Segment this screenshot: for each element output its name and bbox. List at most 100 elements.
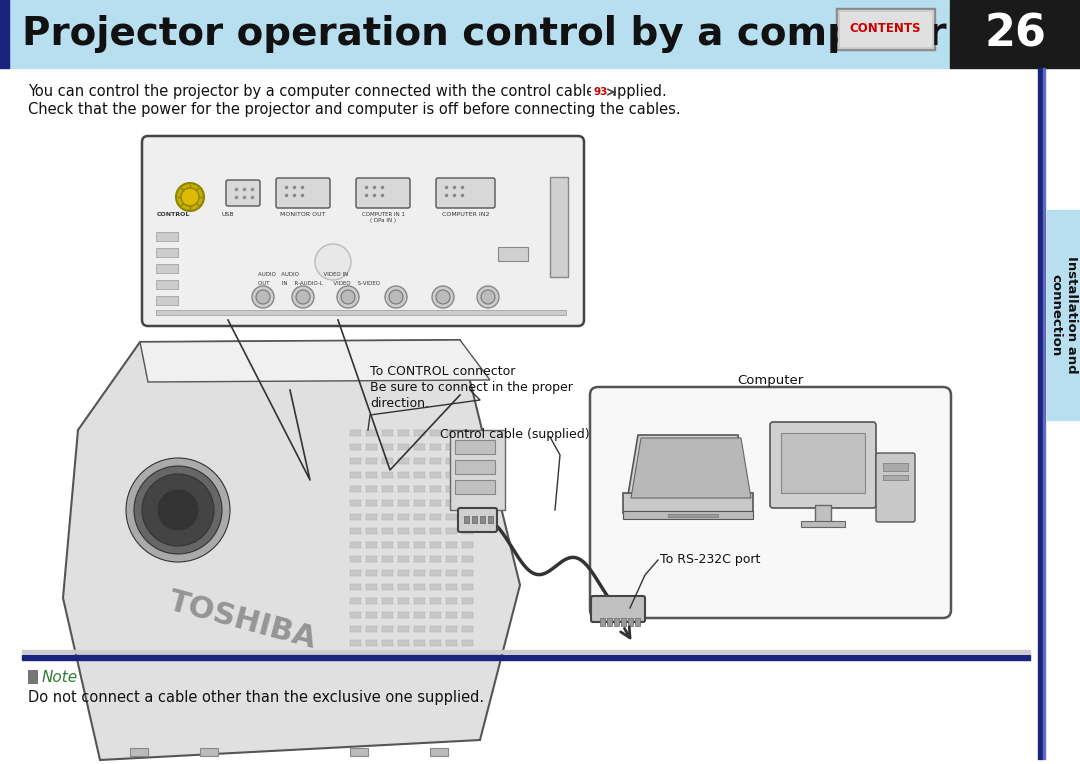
Bar [130,748,148,756]
Text: CONTROL: CONTROL [157,212,190,217]
FancyBboxPatch shape [276,178,330,208]
Bar [591,85,612,99]
Bar [366,500,377,506]
Bar [627,618,633,626]
Bar [446,584,457,590]
Bar [446,556,457,562]
Bar [635,618,640,626]
Bar [382,500,393,506]
Bar [156,264,178,273]
Bar [350,458,361,464]
Bar [430,584,441,590]
Bar [366,458,377,464]
Text: CONTENTS: CONTENTS [850,22,921,35]
Bar [430,472,441,478]
Text: Check that the power for the projector and computer is off before connecting the: Check that the power for the projector a… [28,102,680,117]
Circle shape [477,286,499,308]
Bar [382,584,393,590]
Bar [950,0,1080,68]
Circle shape [176,183,204,211]
Circle shape [389,290,403,304]
Bar [462,570,473,576]
Text: 26: 26 [984,12,1047,56]
FancyBboxPatch shape [590,387,951,618]
Bar [498,247,528,261]
Bar [156,310,566,315]
Bar [399,584,409,590]
Bar [430,556,441,562]
Circle shape [181,188,199,206]
Bar [462,528,473,534]
Bar [414,570,426,576]
Bar [455,460,495,474]
Bar [462,500,473,506]
Text: USB: USB [221,212,234,217]
Bar [366,584,377,590]
Bar [430,458,441,464]
Bar [399,500,409,506]
Bar [623,511,753,519]
Bar [350,528,361,534]
Bar [382,528,393,534]
Bar [414,430,426,436]
Bar [472,516,477,523]
Bar [1047,210,1080,420]
Bar [600,618,605,626]
Bar [801,521,845,527]
Bar [462,472,473,478]
Bar [414,472,426,478]
Bar [156,248,178,257]
Bar [446,598,457,604]
Circle shape [432,286,454,308]
Bar [446,500,457,506]
Bar [414,556,426,562]
Bar [382,598,393,604]
Bar [446,570,457,576]
Bar [350,500,361,506]
Bar [350,640,361,646]
Bar [446,640,457,646]
Bar [399,598,409,604]
Bar [414,514,426,520]
Bar [366,528,377,534]
Circle shape [315,244,351,280]
Bar [430,570,441,576]
Bar [430,612,441,618]
FancyBboxPatch shape [591,596,645,622]
Text: MONITOR OUT: MONITOR OUT [280,212,326,217]
Bar [366,640,377,646]
Polygon shape [627,435,748,495]
Bar [350,598,361,604]
Bar [446,458,457,464]
Bar [462,444,473,450]
Bar [382,472,393,478]
Bar [462,542,473,548]
Bar [430,500,441,506]
Bar [22,655,1030,660]
Bar [883,475,908,480]
Bar [399,514,409,520]
Bar [430,486,441,492]
Bar [399,458,409,464]
Bar [382,556,393,562]
Bar [350,626,361,632]
Text: direction.: direction. [370,397,429,410]
Bar [414,458,426,464]
Bar [455,480,495,494]
Bar [399,640,409,646]
Bar [446,514,457,520]
Bar [399,626,409,632]
Text: TOSHIBA: TOSHIBA [165,586,320,654]
Text: AUDIO   AUDIO              VIDEO IN: AUDIO AUDIO VIDEO IN [258,272,348,277]
Bar [836,8,935,50]
Text: COMPUTER IN2: COMPUTER IN2 [442,212,489,217]
Bar [414,598,426,604]
Bar [200,748,218,756]
Bar [430,514,441,520]
Bar [366,542,377,548]
Bar [382,458,393,464]
Bar [607,618,612,626]
Bar [350,570,361,576]
Bar [430,430,441,436]
Bar [446,486,457,492]
